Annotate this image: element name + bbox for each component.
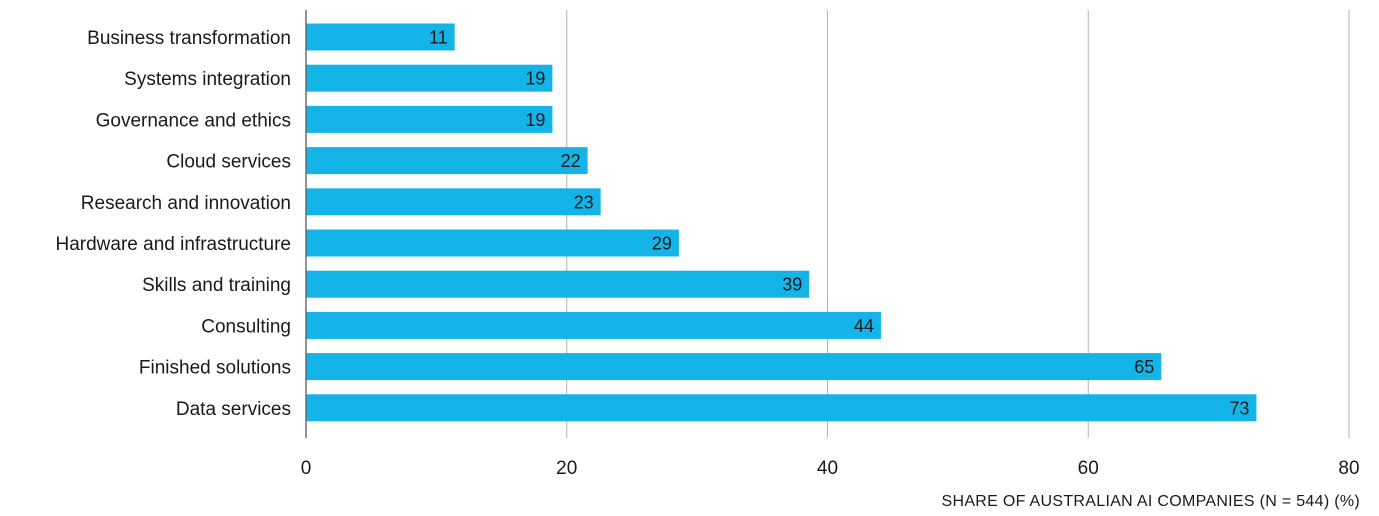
bar-8 xyxy=(306,311,881,339)
value-label-7: 39 xyxy=(782,275,802,295)
category-labels: Business transformation Systems integrati… xyxy=(56,28,292,420)
category-label-8: Consulting xyxy=(201,316,291,337)
bar-5 xyxy=(306,188,601,216)
category-label-9: Finished solutions xyxy=(139,358,291,379)
x-tick-label-40: 40 xyxy=(817,458,838,479)
category-label-4: Cloud services xyxy=(166,152,291,173)
value-label-4: 22 xyxy=(561,151,581,171)
value-label-2: 19 xyxy=(525,69,545,89)
category-label-1: Business transformation xyxy=(87,28,291,49)
bar-6 xyxy=(306,229,679,257)
category-label-7: Skills and training xyxy=(142,275,291,296)
value-label-5: 23 xyxy=(574,192,594,212)
category-label-5: Research and innovation xyxy=(81,193,291,214)
bar-9 xyxy=(306,353,1162,381)
category-label-2: Systems integration xyxy=(124,69,291,90)
x-tick-label-20: 20 xyxy=(556,458,577,479)
bar-7 xyxy=(306,270,810,298)
value-label-10: 73 xyxy=(1229,398,1249,418)
value-label-1: 11 xyxy=(429,28,448,48)
x-axis-title: SHARE OF AUSTRALIAN AI COMPANIES (N = 54… xyxy=(942,493,1361,510)
value-label-3: 19 xyxy=(525,110,545,130)
bars xyxy=(306,23,1257,422)
category-label-3: Governance and ethics xyxy=(96,110,291,131)
bar-1 xyxy=(306,23,455,51)
bar-10 xyxy=(306,394,1257,422)
x-tick-label-0: 0 xyxy=(301,458,312,479)
value-label-8: 44 xyxy=(854,316,874,336)
x-tick-label-60: 60 xyxy=(1078,458,1099,479)
value-labels: 11 19 19 22 23 29 39 44 65 73 xyxy=(429,28,1249,419)
bar-2 xyxy=(306,64,553,92)
value-label-6: 29 xyxy=(652,234,672,254)
bar-4 xyxy=(306,147,588,175)
category-label-10: Data services xyxy=(176,399,291,420)
x-tick-labels: 0 20 40 60 80 xyxy=(301,458,1360,479)
category-label-6: Hardware and infrastructure xyxy=(56,234,292,255)
x-tick-label-80: 80 xyxy=(1338,458,1359,479)
value-label-9: 65 xyxy=(1134,357,1154,377)
bar-3 xyxy=(306,105,553,133)
